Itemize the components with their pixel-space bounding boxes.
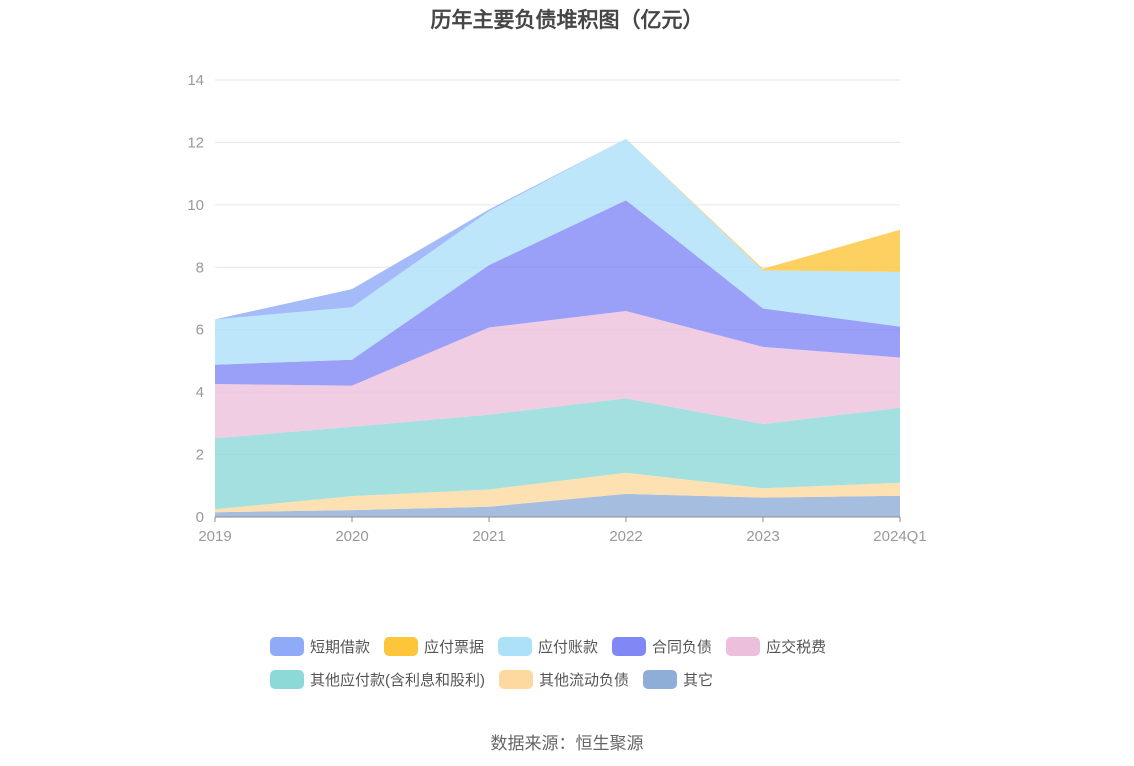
legend: 短期借款 应付票据 应付账款 合同负债 应交税费 其他应付款(含利息和股利) 其他流动负债… — [270, 630, 870, 696]
area-series-0 — [215, 493, 900, 517]
legend-swatch — [384, 637, 419, 656]
source-note: 数据来源：恒生聚源 — [490, 734, 644, 753]
y-tick-label: 12 — [187, 134, 204, 151]
legend-item[interactable]: 其他流动负债 — [499, 669, 629, 690]
y-tick-label: 6 — [196, 322, 204, 339]
legend-item[interactable]: 应交税费 — [726, 636, 826, 657]
legend-item[interactable]: 其他应付款(含利息和股利) — [270, 669, 485, 690]
legend-label: 其他应付款(含利息和股利) — [310, 672, 485, 689]
legend-label: 其他流动负债 — [539, 672, 630, 689]
x-tick-label: 2022 — [609, 528, 642, 545]
y-tick-label: 10 — [187, 197, 204, 214]
area-series — [215, 138, 900, 517]
legend-swatch — [499, 670, 533, 689]
x-tick-label: 2021 — [472, 528, 505, 545]
legend-label: 短期借款 — [310, 639, 371, 656]
legend-label: 合同负债 — [652, 639, 713, 656]
x-tick-label: 2024Q1 — [873, 528, 926, 545]
y-tick-label: 4 — [196, 384, 204, 401]
legend-row: 其他应付款(含利息和股利) 其他流动负债 其它 — [270, 663, 870, 696]
x-tick-label: 2020 — [335, 528, 368, 545]
legend-label: 应交税费 — [766, 639, 827, 656]
legend-item[interactable]: 应付账款 — [498, 636, 598, 657]
y-tick-label: 8 — [196, 259, 204, 276]
y-tick-label: 14 — [187, 72, 204, 89]
legend-label: 其它 — [683, 672, 714, 689]
x-tick-label: 2023 — [746, 528, 779, 545]
area-series-4 — [215, 200, 900, 386]
y-tick-label: 2 — [196, 447, 204, 464]
area-series-1 — [215, 472, 900, 513]
legend-label: 应付账款 — [538, 639, 599, 656]
legend-label: 应付票据 — [424, 639, 485, 656]
area-series-2 — [215, 398, 900, 510]
legend-swatch — [270, 637, 304, 656]
legend-row: 短期借款 应付票据 应付账款 合同负债 应交税费 — [270, 630, 870, 663]
y-tick-label: 0 — [196, 509, 204, 526]
legend-swatch — [498, 637, 533, 656]
legend-item[interactable]: 其它 — [643, 669, 713, 690]
legend-swatch — [612, 637, 647, 656]
area-series-7 — [215, 138, 900, 320]
axes: 0 2 4 6 8 10 12 14 2019 2020 2021 2022 2023 2024Q1 — [187, 72, 926, 545]
legend-item[interactable]: 短期借款 — [270, 636, 370, 657]
area-series-3 — [215, 311, 900, 439]
x-tick-label: 2019 — [198, 528, 231, 545]
legend-item[interactable]: 合同负债 — [612, 636, 712, 657]
legend-swatch — [270, 670, 304, 689]
chart-title: 历年主要负债堆积图（亿元） — [430, 9, 704, 32]
area-series-5 — [215, 138, 900, 365]
legend-swatch — [726, 637, 761, 656]
legend-swatch — [643, 670, 678, 689]
legend-item[interactable]: 应付票据 — [384, 636, 484, 657]
